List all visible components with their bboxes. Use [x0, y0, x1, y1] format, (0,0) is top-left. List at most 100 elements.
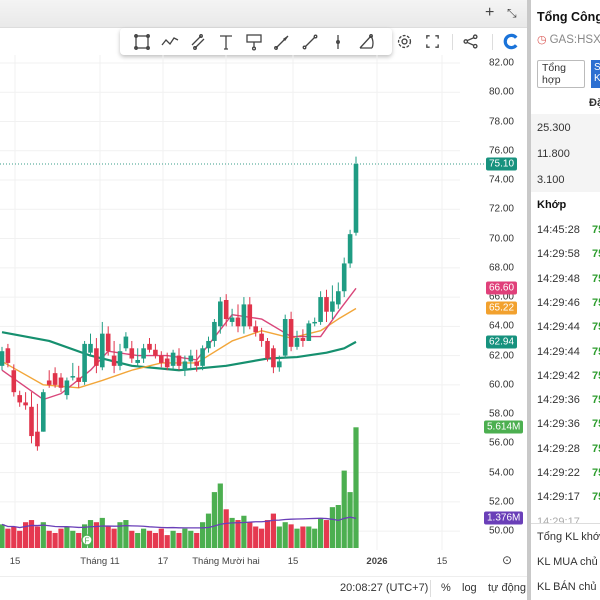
volume-bar	[99, 517, 105, 548]
candle-body	[324, 297, 329, 312]
candle-body	[347, 234, 353, 264]
price-chart[interactable]: F	[0, 0, 528, 575]
candle-body	[0, 351, 5, 366]
volume-bar	[158, 528, 164, 548]
volume-bar	[11, 526, 17, 548]
fullscreen-icon[interactable]	[421, 31, 443, 51]
volume-bar	[235, 520, 241, 548]
candle-body	[117, 351, 123, 366]
volume-bar	[253, 526, 259, 548]
candle-body	[194, 361, 199, 366]
status-bar: 20:08:27 (UTC+7) % log tự động	[0, 576, 528, 600]
candle-body	[64, 380, 70, 396]
trade-price: 75	[592, 345, 600, 358]
rectangle-icon[interactable]	[128, 30, 156, 54]
volume-bar	[146, 530, 153, 548]
trade-price: 75	[592, 369, 600, 382]
candle-body	[223, 300, 229, 320]
price-tick: 78.00	[488, 116, 514, 128]
volume-ma-line	[1, 516, 357, 529]
candle-body	[200, 348, 205, 366]
volume-bar	[111, 528, 117, 548]
candle-body	[253, 326, 258, 333]
price-tick: 52.00	[488, 496, 514, 508]
gear-icon[interactable]	[393, 31, 415, 51]
candle-body	[294, 338, 300, 347]
time-axis-label: 15	[436, 556, 448, 567]
fib-icon[interactable]	[352, 30, 380, 54]
volume-bar	[288, 524, 294, 548]
column-header: Đặ	[589, 97, 600, 109]
candle-body	[153, 349, 158, 356]
volume-bar	[87, 520, 94, 548]
candle-body	[105, 333, 111, 352]
candle-body	[265, 340, 270, 359]
auto-toggle[interactable]: tự động	[488, 582, 526, 594]
volume-bar	[117, 522, 123, 548]
price-tick: 70.00	[488, 233, 514, 245]
volume-bar	[93, 522, 99, 548]
footer-total-volume: Tổng KL khớp	[537, 531, 600, 543]
candle-body	[341, 263, 347, 292]
event-marker-icon	[81, 534, 93, 546]
volume-bar	[76, 532, 82, 548]
candle-body	[88, 343, 93, 353]
trend-line-icon[interactable]	[296, 30, 324, 54]
trade-price: 75	[592, 491, 600, 504]
price-tick: 56.00	[488, 437, 514, 449]
symbol: ◷ GAS:HSX	[537, 33, 600, 47]
share-icon[interactable]	[459, 31, 481, 51]
percent-toggle[interactable]: %	[441, 582, 451, 594]
time-axis-label: Tháng 11	[80, 556, 120, 567]
volume-bar	[353, 427, 359, 548]
tab-second[interactable]: S K	[591, 60, 600, 88]
vertical-line-icon[interactable]	[324, 30, 352, 54]
clock-icon: ◷	[537, 34, 547, 46]
candle-body	[241, 304, 247, 327]
footer-buy-volume: KL MUA chủ đ	[537, 556, 600, 568]
trade-time: 14:29:36	[537, 394, 580, 407]
volume-bar	[141, 528, 147, 548]
trade-time: 14:45:28	[537, 224, 580, 236]
text-icon[interactable]	[212, 30, 240, 54]
gear-icon[interactable]: ⊙	[501, 553, 513, 567]
callout-icon[interactable]	[240, 30, 268, 54]
log-toggle[interactable]: log	[462, 582, 477, 594]
candle-body	[312, 321, 317, 324]
collapse-arrows-icon[interactable]: ⤡	[507, 6, 517, 20]
volume-bar	[276, 526, 282, 548]
level-value: 11.800	[537, 148, 570, 160]
candle-body	[247, 304, 253, 327]
trade-time: 14:29:36	[537, 418, 580, 431]
volume-bar	[341, 470, 347, 548]
event-marker-label: F	[85, 537, 90, 546]
trade-price: 75	[592, 394, 600, 407]
price-label: 62.94	[486, 335, 518, 349]
candle-body	[300, 338, 306, 341]
candle-body	[94, 348, 99, 366]
candle-body	[41, 392, 46, 432]
polyline-icon[interactable]	[156, 30, 184, 54]
parallel-channel-icon[interactable]	[184, 30, 212, 54]
plus-icon[interactable]: +	[485, 4, 495, 21]
price-tick: 64.00	[488, 320, 514, 332]
candle-body	[58, 377, 64, 388]
candle-body	[147, 343, 152, 350]
candle-body	[318, 297, 323, 322]
trade-time: 14:29:48	[537, 272, 580, 285]
arrow-icon[interactable]	[268, 30, 296, 54]
volume-bar	[300, 526, 306, 548]
c-logo-icon[interactable]	[500, 31, 522, 51]
tab-summary[interactable]: Tổng hợp	[537, 60, 585, 88]
candle-body	[176, 355, 182, 366]
price-tick: 76.00	[488, 145, 514, 157]
candle-body	[164, 358, 170, 368]
price-label: 75.10	[486, 157, 518, 171]
trade-price: 75	[592, 467, 600, 479]
candle-body	[17, 395, 22, 403]
volume-bar	[329, 507, 335, 548]
candle-body	[259, 333, 264, 341]
panel-resize-handle[interactable]	[527, 0, 531, 600]
volume-bar	[105, 526, 111, 548]
candle-body	[282, 319, 288, 356]
